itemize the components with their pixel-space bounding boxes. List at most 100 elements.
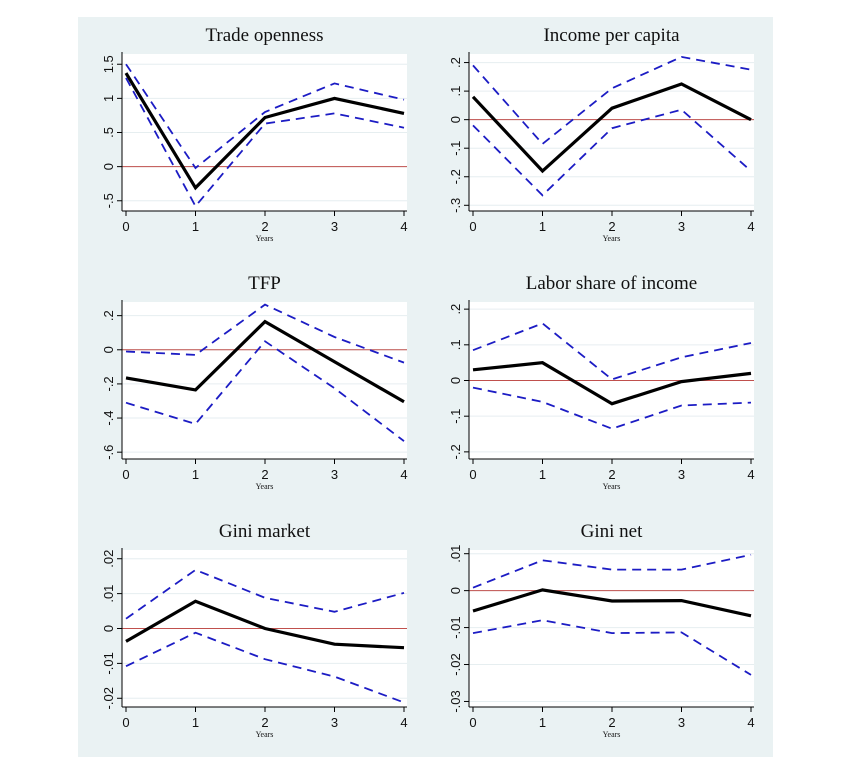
y-tick-label: -.02 bbox=[101, 687, 116, 709]
series-line-lower-bound bbox=[125, 631, 405, 704]
x-tick-label: 2 bbox=[261, 219, 268, 234]
y-tick-label: -.2 bbox=[448, 444, 463, 459]
x-tick-label: 0 bbox=[122, 219, 129, 234]
y-tick-label: -.2 bbox=[448, 169, 463, 184]
series-line-estimate bbox=[125, 319, 405, 404]
panel-2: Income per capita -.3 -.2 -.1 0 .1 .2 0 1 2 3 4 Year… bbox=[448, 25, 755, 243]
panel-1: Trade openness -.5 0 .5 1 1.5 0 1 2 3 4 Years bbox=[101, 25, 408, 243]
plot-area bbox=[122, 302, 407, 459]
series-line-lower-bound bbox=[125, 77, 405, 208]
y-tick-label: -.1 bbox=[448, 141, 463, 156]
panel-title: Trade openness bbox=[205, 25, 323, 46]
x-tick-label: 3 bbox=[331, 467, 338, 482]
x-tick-label: 4 bbox=[747, 219, 754, 234]
x-tick-label: 1 bbox=[539, 467, 546, 482]
y-tick-label: .1 bbox=[448, 339, 463, 350]
x-tick-label: 2 bbox=[261, 467, 268, 482]
x-axis-label: Years bbox=[256, 730, 274, 739]
x-axis-label: Years bbox=[256, 234, 274, 243]
y-tick-label: -.3 bbox=[448, 198, 463, 213]
panel-6: Gini net -.03 -.02 -.01 0 .01 0 1 2 3 4 Years bbox=[448, 521, 755, 739]
x-tick-label: 0 bbox=[469, 467, 476, 482]
x-tick-label: 2 bbox=[608, 467, 615, 482]
panel-3: TFP -.6 -.4 -.2 0 .2 0 1 2 3 4 Years bbox=[101, 273, 408, 491]
panel-4: Labor share of income -.2 -.1 0 .1 .2 0 1 2 3 4 Yea… bbox=[448, 273, 755, 491]
y-tick-label: -.2 bbox=[101, 376, 116, 391]
x-tick-label: 4 bbox=[747, 467, 754, 482]
x-tick-label: 1 bbox=[192, 219, 199, 234]
y-tick-label: -.5 bbox=[101, 193, 116, 208]
plot-area bbox=[469, 550, 754, 707]
x-axis-label: Years bbox=[603, 482, 621, 491]
series-line-lower-bound bbox=[472, 386, 752, 430]
y-tick-label: -.1 bbox=[448, 409, 463, 424]
y-tick-label: .1 bbox=[448, 86, 463, 97]
x-tick-label: 0 bbox=[122, 467, 129, 482]
x-axis-label: Years bbox=[603, 730, 621, 739]
x-axis-label: Years bbox=[256, 482, 274, 491]
x-tick-label: 4 bbox=[400, 467, 407, 482]
x-tick-label: 3 bbox=[331, 715, 338, 730]
chart-grid: Trade openness-.50.511.50 1 2 3 4YearsIncome… bbox=[101, 25, 755, 739]
y-tick-label: .2 bbox=[448, 304, 463, 315]
y-tick-label: 0 bbox=[101, 163, 116, 170]
y-tick-label: 0 bbox=[101, 346, 116, 353]
panel-title: Gini market bbox=[219, 521, 311, 542]
series-line-estimate bbox=[472, 588, 752, 618]
y-tick-label: -.6 bbox=[101, 445, 116, 460]
x-tick-label: 3 bbox=[678, 715, 685, 730]
x-tick-label: 3 bbox=[678, 467, 685, 482]
y-tick-label: .5 bbox=[101, 127, 116, 138]
y-tick-label: 0 bbox=[448, 377, 463, 384]
plot-area bbox=[469, 54, 754, 211]
x-tick-label: 2 bbox=[261, 715, 268, 730]
x-tick-label: 4 bbox=[400, 715, 407, 730]
panel-title: Labor share of income bbox=[526, 273, 697, 294]
x-tick-label: 1 bbox=[539, 715, 546, 730]
y-tick-label: .2 bbox=[448, 57, 463, 68]
panel-5: Gini market -.02 -.01 0 .01 .02 0 1 2 3 4 Years bbox=[101, 521, 408, 739]
panel-title: Income per capita bbox=[543, 25, 680, 46]
x-tick-label: 1 bbox=[192, 715, 199, 730]
series-line-lower-bound bbox=[472, 108, 752, 197]
x-tick-label: 2 bbox=[608, 219, 615, 234]
series-line-upper-bound bbox=[472, 322, 752, 381]
x-tick-label: 4 bbox=[747, 715, 754, 730]
x-tick-label: 0 bbox=[469, 715, 476, 730]
y-tick-label: .01 bbox=[448, 545, 463, 563]
series-line-estimate bbox=[124, 72, 405, 191]
series-line-lower-bound bbox=[472, 619, 752, 676]
y-tick-label: -.01 bbox=[448, 616, 463, 638]
series-line-upper-bound bbox=[125, 303, 405, 364]
y-tick-label: .2 bbox=[101, 310, 116, 321]
panel-title: TFP bbox=[248, 273, 281, 294]
y-tick-label: -.02 bbox=[448, 653, 463, 675]
x-tick-label: 4 bbox=[400, 219, 407, 234]
y-tick-label: 0 bbox=[448, 116, 463, 123]
x-tick-label: 3 bbox=[678, 219, 685, 234]
y-tick-label: -.01 bbox=[101, 652, 116, 674]
series-line-lower-bound bbox=[125, 340, 405, 442]
series-line-estimate bbox=[125, 599, 405, 650]
panel-title: Gini net bbox=[581, 521, 643, 542]
series-line-estimate bbox=[472, 361, 752, 406]
figure-background: Trade openness -.5 0.5 1 1.5 0 1 2 3 4 Years Income… bbox=[78, 17, 773, 757]
y-tick-label: .01 bbox=[101, 585, 116, 603]
y-tick-label: 0 bbox=[101, 625, 116, 632]
y-tick-label: 0 bbox=[448, 587, 463, 594]
x-tick-label: 0 bbox=[122, 715, 129, 730]
y-tick-label: .02 bbox=[101, 550, 116, 568]
x-tick-label: 3 bbox=[331, 219, 338, 234]
series-line-upper-bound bbox=[125, 63, 405, 170]
y-tick-label: -.03 bbox=[448, 690, 463, 712]
y-tick-label: 1 bbox=[101, 95, 116, 102]
x-tick-label: 1 bbox=[539, 219, 546, 234]
y-tick-label: -.4 bbox=[101, 410, 116, 425]
x-tick-label: 0 bbox=[469, 219, 476, 234]
series-line-upper-bound bbox=[472, 553, 752, 589]
x-tick-label: 1 bbox=[192, 467, 199, 482]
x-tick-label: 2 bbox=[608, 715, 615, 730]
x-axis-label: Years bbox=[603, 234, 621, 243]
y-tick-label: 1.5 bbox=[101, 55, 116, 73]
series-line-estimate bbox=[471, 82, 752, 174]
